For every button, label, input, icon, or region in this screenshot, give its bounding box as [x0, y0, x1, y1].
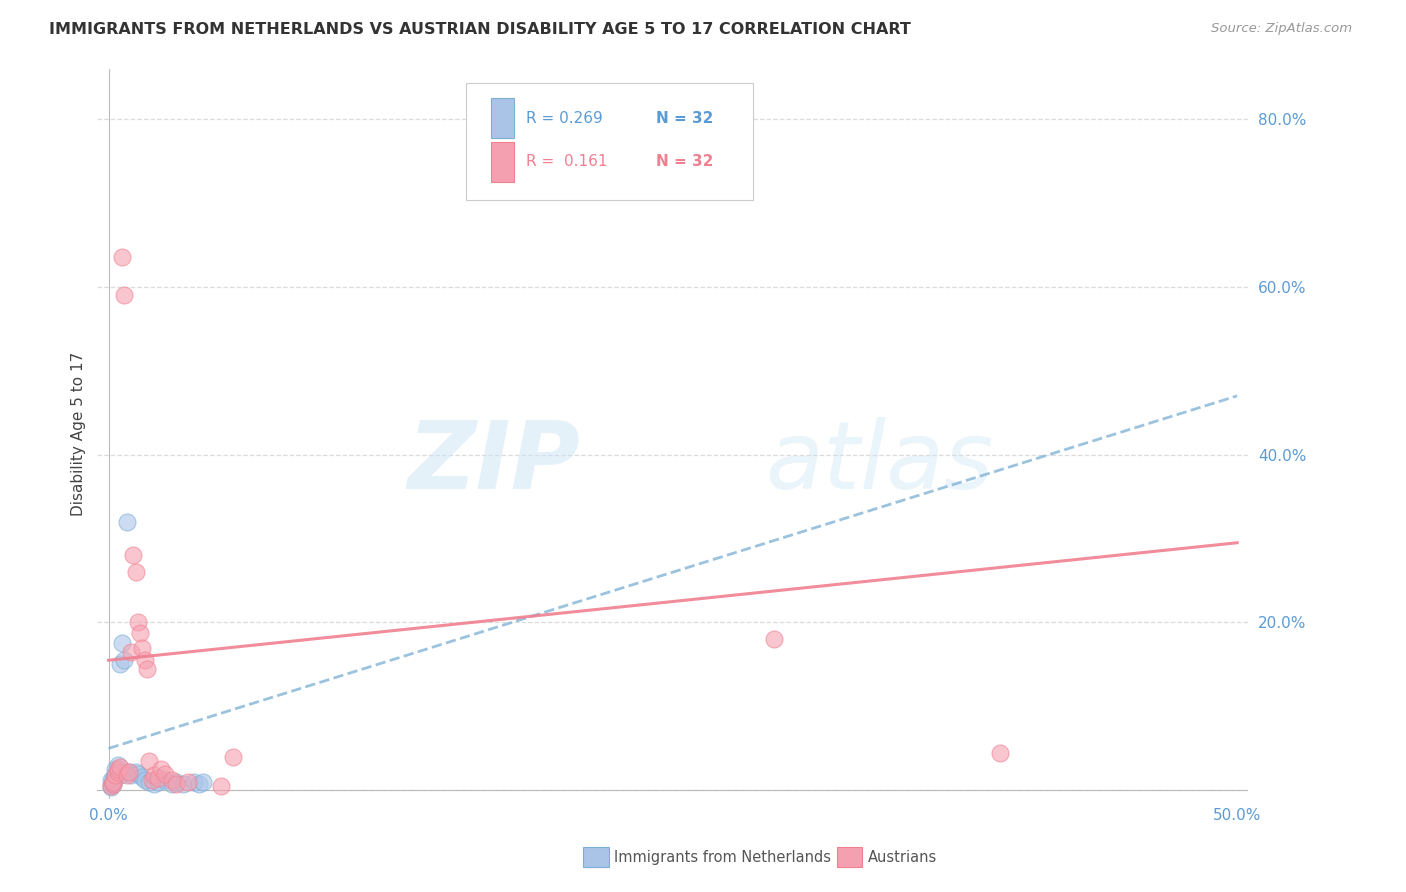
Point: [134, 773, 156, 788]
Point: [176, 775, 198, 789]
Point: [104, 767, 127, 781]
Point: [122, 549, 145, 563]
Bar: [491, 98, 515, 138]
Point: [107, 764, 129, 779]
Bar: [491, 142, 515, 182]
Point: [172, 777, 194, 791]
Point: [134, 653, 156, 667]
Point: [107, 764, 129, 779]
FancyBboxPatch shape: [465, 83, 754, 200]
Point: [101, 777, 124, 791]
Text: Immigrants from Netherlands: Immigrants from Netherlands: [614, 850, 831, 864]
Point: [100, 780, 122, 794]
Text: Austrians: Austrians: [868, 850, 936, 864]
Point: [763, 632, 786, 647]
Point: [165, 775, 187, 789]
Point: [101, 775, 124, 789]
Point: [107, 763, 129, 777]
Text: ZIP: ZIP: [408, 417, 581, 508]
Point: [187, 777, 209, 791]
Point: [138, 775, 160, 789]
Point: [142, 777, 165, 791]
Point: [149, 763, 172, 777]
Text: N = 32: N = 32: [655, 111, 713, 126]
Text: R = 0.269: R = 0.269: [526, 111, 602, 126]
Point: [136, 662, 159, 676]
Point: [160, 773, 183, 788]
Point: [120, 768, 142, 782]
Point: [115, 768, 138, 782]
Point: [160, 777, 183, 791]
Y-axis label: Disability Age 5 to 17: Disability Age 5 to 17: [72, 351, 86, 516]
Point: [193, 775, 215, 789]
Point: [148, 771, 170, 785]
Point: [100, 778, 122, 792]
Point: [131, 770, 153, 784]
Point: [222, 749, 245, 764]
Point: [141, 773, 163, 788]
Text: atlas: atlas: [765, 417, 993, 508]
Text: N = 32: N = 32: [655, 154, 713, 169]
Point: [183, 775, 205, 789]
Point: [129, 625, 152, 640]
Point: [108, 760, 131, 774]
Point: [153, 773, 176, 788]
Point: [101, 777, 124, 791]
Point: [118, 764, 141, 779]
Point: [104, 763, 127, 777]
Point: [100, 773, 122, 788]
Point: [125, 565, 148, 579]
Point: [118, 764, 141, 779]
Text: R =  0.161: R = 0.161: [526, 154, 607, 169]
Point: [114, 288, 136, 302]
Point: [101, 772, 124, 786]
Point: [107, 758, 129, 772]
Point: [108, 657, 131, 672]
Text: Source: ZipAtlas.com: Source: ZipAtlas.com: [1212, 22, 1353, 36]
Point: [101, 775, 124, 789]
Point: [138, 754, 160, 768]
Point: [127, 766, 149, 780]
Point: [111, 636, 134, 650]
Point: [211, 779, 233, 793]
Point: [127, 615, 149, 630]
Point: [111, 251, 134, 265]
Point: [988, 746, 1011, 760]
Point: [104, 768, 127, 782]
Text: IMMIGRANTS FROM NETHERLANDS VS AUSTRIAN DISABILITY AGE 5 TO 17 CORRELATION CHART: IMMIGRANTS FROM NETHERLANDS VS AUSTRIAN …: [49, 22, 911, 37]
Point: [104, 770, 127, 784]
Point: [115, 515, 138, 529]
Point: [108, 768, 131, 782]
Point: [148, 775, 170, 789]
Point: [125, 764, 148, 779]
Point: [120, 645, 142, 659]
Point: [142, 768, 165, 782]
Point: [100, 779, 122, 793]
Point: [165, 777, 187, 791]
Point: [114, 653, 136, 667]
Point: [131, 640, 153, 655]
Point: [153, 766, 176, 780]
